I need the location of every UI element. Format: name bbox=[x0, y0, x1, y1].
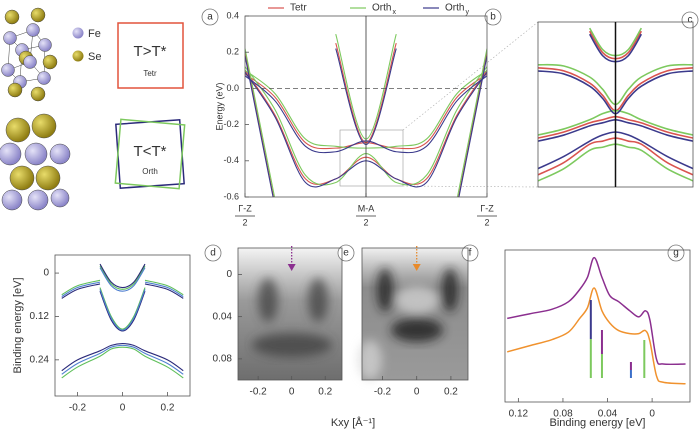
x-tick-label: -0.2 bbox=[250, 387, 268, 398]
panel-labels: a b c d e f g bbox=[202, 9, 698, 261]
y-tick-label: 0.08 bbox=[213, 354, 233, 365]
panel-label: g bbox=[673, 248, 679, 259]
y-tick-label: -0.4 bbox=[223, 155, 239, 165]
x-tick-label: Γ-Z bbox=[480, 203, 494, 213]
band-line bbox=[245, 56, 275, 208]
panel-label: f bbox=[469, 248, 472, 259]
x-tick-label: 2 bbox=[242, 217, 247, 227]
y-tick-label: -0.6 bbox=[223, 191, 239, 201]
y-axis-label: Energy (eV) bbox=[214, 82, 224, 130]
phase-label: T<T* bbox=[134, 143, 167, 160]
legend-label: Tetr bbox=[290, 3, 307, 14]
y-tick-label: 0.12 bbox=[30, 311, 50, 322]
panel-label: b bbox=[490, 12, 496, 23]
legend-label: Orth bbox=[372, 3, 391, 14]
crystal-structure bbox=[0, 8, 70, 210]
y-tick-label: 0.24 bbox=[30, 354, 50, 365]
x-axis-label: Kxy [Å⁻¹] bbox=[331, 416, 375, 429]
x-tick-label: 0.2 bbox=[318, 387, 332, 398]
x-tick-label: 0.2 bbox=[161, 403, 175, 414]
y-tick-label: 0 bbox=[43, 268, 49, 279]
peak-bar bbox=[590, 339, 592, 378]
peak-bar bbox=[601, 354, 603, 378]
plot-frame bbox=[55, 255, 190, 396]
peak-bar bbox=[601, 330, 603, 354]
band-line bbox=[100, 291, 145, 331]
x-tick-label: M-A bbox=[358, 203, 375, 213]
zoom-guide bbox=[403, 22, 538, 187]
x-tick-label: 0 bbox=[414, 387, 420, 398]
x-tick-label: 0 bbox=[120, 403, 126, 414]
y-tick-label: 0.0 bbox=[226, 83, 239, 93]
y-tick-label: 0 bbox=[226, 269, 232, 280]
fe-swatch bbox=[73, 28, 84, 39]
y-axis-label: Binding energy [eV] bbox=[12, 277, 24, 373]
x-tick-label: 2 bbox=[484, 217, 489, 227]
band-line bbox=[245, 49, 275, 201]
x-tick-label: -0.2 bbox=[69, 403, 87, 414]
legend-label: Fe bbox=[88, 28, 101, 40]
plot-frame bbox=[505, 250, 690, 402]
y-tick-label: 0.2 bbox=[226, 47, 239, 57]
panel-label: a bbox=[207, 12, 213, 23]
se-swatch bbox=[73, 51, 84, 62]
x-tick-label: 0 bbox=[289, 387, 295, 398]
plot-area bbox=[507, 258, 685, 384]
x-tick-label: -0.2 bbox=[374, 387, 392, 398]
y-tick-label: 0.4 bbox=[226, 10, 239, 20]
peak-bar bbox=[643, 340, 645, 378]
plot-area bbox=[62, 264, 184, 378]
x-tick-label: 2 bbox=[363, 217, 368, 227]
peak-bar bbox=[630, 362, 632, 370]
x-tick-label: 0 bbox=[649, 409, 655, 420]
panel-label: d bbox=[210, 248, 216, 259]
y-tick-label: -0.2 bbox=[223, 119, 239, 129]
band-line bbox=[457, 49, 487, 201]
band-line bbox=[507, 288, 685, 384]
panel-label: c bbox=[688, 15, 693, 26]
band-line bbox=[62, 345, 184, 374]
legend-label-sub: y bbox=[465, 9, 469, 16]
arpes-image bbox=[358, 248, 468, 380]
phase-sub: Orth bbox=[142, 167, 158, 176]
band-line bbox=[457, 56, 487, 208]
band-line bbox=[100, 266, 145, 290]
panel-label: e bbox=[343, 248, 349, 259]
legend-label: Orth bbox=[445, 3, 464, 14]
band-line bbox=[100, 264, 145, 288]
legend-label: Se bbox=[88, 51, 101, 63]
x-axis-label: Binding energy [eV] bbox=[549, 417, 645, 429]
peak-bar bbox=[590, 300, 592, 339]
phase-label: T>T* bbox=[134, 43, 167, 60]
band-line bbox=[507, 258, 685, 365]
x-tick-label: 0.12 bbox=[509, 409, 529, 420]
phase-sub: Tetr bbox=[143, 69, 157, 78]
x-tick-label: 0.2 bbox=[444, 387, 458, 398]
peak-bar bbox=[630, 370, 632, 378]
legend-label-sub: x bbox=[392, 9, 396, 16]
x-tick-label: Γ-Z bbox=[238, 203, 252, 213]
y-tick-label: 0.04 bbox=[213, 311, 233, 322]
